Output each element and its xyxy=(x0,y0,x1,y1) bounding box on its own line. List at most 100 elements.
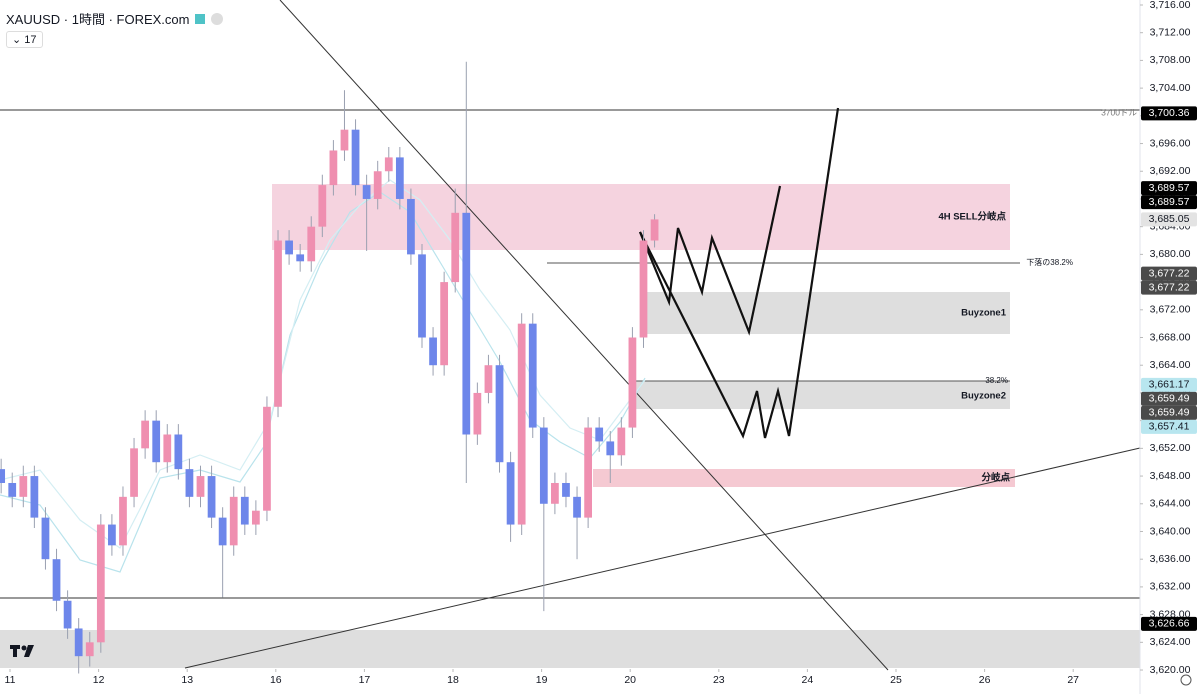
y-tick-label: 3,624.00 xyxy=(1150,636,1191,648)
buyzone2-label: Buyzone2 xyxy=(961,391,1006,402)
candle-body xyxy=(495,365,504,463)
price-tag xyxy=(1141,377,1197,392)
candle-body xyxy=(30,476,39,518)
y-tick-label: 3,692.00 xyxy=(1150,165,1191,177)
moving-average xyxy=(0,191,646,573)
pivot-label: 分岐点 xyxy=(981,472,1010,484)
y-tick-label: 3,648.00 xyxy=(1150,470,1191,482)
candle-body xyxy=(218,517,227,546)
y-tick-label: 3,632.00 xyxy=(1150,581,1191,593)
candle-body xyxy=(240,496,249,525)
candle-body xyxy=(251,510,260,525)
scenario-path xyxy=(639,107,840,439)
interval-badge[interactable]: ⌄ 17 xyxy=(6,31,43,48)
candle-body xyxy=(617,427,626,456)
candle-body xyxy=(395,157,404,199)
candle-body xyxy=(41,517,50,560)
x-tick-label: 20 xyxy=(624,674,636,686)
candle-body xyxy=(462,212,471,435)
hide-icon[interactable] xyxy=(211,12,224,25)
candle-body xyxy=(650,219,659,241)
y-tick-label: 3,620.00 xyxy=(1150,664,1191,676)
candle-body xyxy=(351,129,360,186)
candle-body xyxy=(473,392,482,435)
y-tick-label: 3,704.00 xyxy=(1150,82,1191,94)
price-tag-label: 3,626.66 xyxy=(1149,618,1190,630)
price-tag xyxy=(1141,391,1197,406)
candle-body xyxy=(185,469,194,497)
drawings: 4H SELL分岐点 Buyzone1 Buyzone2 分岐点 下落の38.2… xyxy=(0,0,1141,671)
status-icon xyxy=(195,13,206,24)
candle-body xyxy=(296,254,305,262)
y-tick-label: 3,716.00 xyxy=(1150,0,1191,11)
badge-value: 17 xyxy=(24,34,37,46)
price-tag xyxy=(1141,616,1197,631)
buyzone2-rect xyxy=(636,381,1010,409)
candle-body xyxy=(562,482,570,497)
candle-body xyxy=(407,198,415,255)
price-tag-label: 3,685.05 xyxy=(1149,213,1190,225)
candle-body xyxy=(484,365,493,393)
candle-body xyxy=(19,476,28,497)
sell-zone xyxy=(272,184,1010,250)
fib-label: 下落の38.2% xyxy=(1026,257,1073,267)
price-tag-label: 3,700.36 xyxy=(1149,107,1190,119)
candle-body xyxy=(451,212,460,283)
candle-body xyxy=(639,240,648,338)
candle-body xyxy=(8,482,17,497)
candle-body xyxy=(263,406,271,511)
price-tag xyxy=(1141,280,1197,295)
trendline xyxy=(279,0,889,671)
candle-body xyxy=(285,240,293,255)
price-tag xyxy=(1141,266,1197,281)
x-tick-label: 25 xyxy=(890,674,902,686)
y-tick-label: 3,712.00 xyxy=(1150,26,1191,38)
candle-body xyxy=(373,171,382,199)
candle-body xyxy=(318,185,327,227)
y-tick-label: 3,652.00 xyxy=(1150,442,1191,454)
x-tick-label: 23 xyxy=(713,674,725,686)
price-tag xyxy=(1141,419,1197,434)
candle-body xyxy=(573,496,581,518)
x-tick-label: 19 xyxy=(536,674,548,686)
price-tag xyxy=(1141,405,1197,420)
header: XAUUSD · 1時間 · FOREX.com xyxy=(6,9,224,28)
candle-body xyxy=(119,496,127,546)
candle-body xyxy=(130,448,138,497)
candle-body xyxy=(429,337,437,366)
scenario-path xyxy=(638,185,782,336)
price-tag-label: 3,677.22 xyxy=(1149,281,1190,293)
candle-body xyxy=(528,323,537,428)
y-tick-label: 3,696.00 xyxy=(1150,137,1191,149)
candle-body xyxy=(551,482,559,504)
price-tag-label: 3,657.41 xyxy=(1149,421,1190,433)
pivot-rect xyxy=(593,469,1015,487)
price-tag-label: 3,659.49 xyxy=(1149,407,1190,419)
logo-part xyxy=(13,645,17,657)
price-tag xyxy=(1141,106,1197,121)
settings-icon[interactable] xyxy=(1180,674,1192,686)
buyzone1-label: Buyzone1 xyxy=(961,308,1007,319)
candle-body xyxy=(74,628,83,657)
fib-label: 38.2% xyxy=(985,376,1008,385)
price-tag xyxy=(1141,212,1197,227)
candle-body xyxy=(163,434,172,463)
candle-body xyxy=(174,434,183,470)
logo-part xyxy=(21,645,27,651)
candle-body xyxy=(96,524,105,643)
x-tick-label: 24 xyxy=(802,674,814,686)
price-tag xyxy=(1141,195,1197,210)
price-tag-label: 3,689.57 xyxy=(1149,182,1190,194)
candle-body xyxy=(52,559,61,601)
y-tick-label: 3,644.00 xyxy=(1150,498,1191,510)
logo-part xyxy=(24,645,34,657)
symbol: XAUUSD · 1時間 · FOREX.com xyxy=(6,12,190,27)
y-tick-label: 3,668.00 xyxy=(1150,331,1191,343)
candle-body xyxy=(307,226,316,262)
y-tick-label: 3,680.00 xyxy=(1150,248,1191,260)
candle-body xyxy=(141,420,150,449)
candle-body xyxy=(196,476,205,497)
candle-body xyxy=(606,441,615,456)
moving-average xyxy=(0,179,646,549)
x-tick-label: 26 xyxy=(979,674,991,686)
